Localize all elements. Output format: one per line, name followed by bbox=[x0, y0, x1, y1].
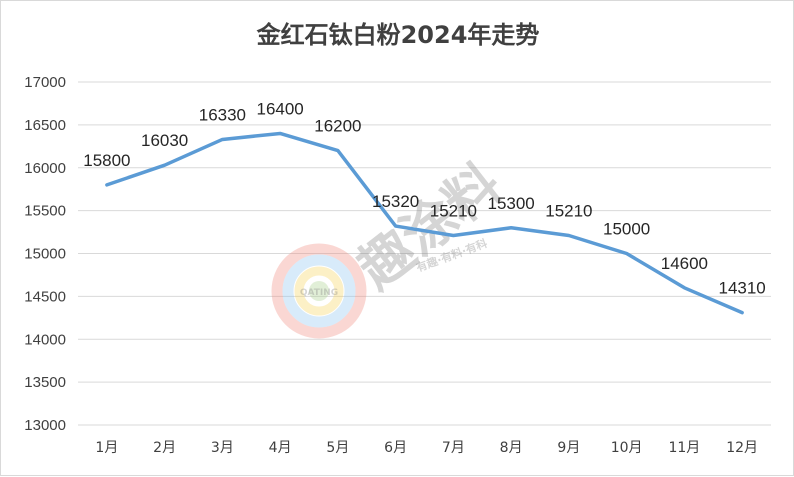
x-tick-label: 8月 bbox=[500, 440, 523, 456]
data-label: 15000 bbox=[603, 220, 650, 239]
y-tick-label: 16000 bbox=[24, 160, 66, 177]
x-tick-label: 7月 bbox=[442, 440, 465, 456]
data-labels: 15800 16030 16330 16400 16200 15320 15210 15300… bbox=[83, 99, 766, 297]
x-tick-label: 2月 bbox=[153, 440, 176, 456]
y-tick-label: 14000 bbox=[24, 331, 66, 348]
y-tick-label: 17000 bbox=[24, 74, 66, 91]
x-tick-label: 12月 bbox=[726, 440, 758, 456]
coating-logo-icon: QATING bbox=[271, 243, 367, 339]
data-label: 15320 bbox=[372, 192, 419, 211]
y-tick-label: 13000 bbox=[24, 417, 66, 434]
y-tick-label: 15000 bbox=[24, 246, 66, 263]
x-tick-label: 5月 bbox=[326, 440, 349, 456]
x-tick-label: 10月 bbox=[611, 440, 643, 456]
data-label: 15210 bbox=[545, 201, 592, 220]
watermark: QATING 趣涂料 有趣·有料·有科 bbox=[271, 152, 513, 339]
y-tick-label: 15500 bbox=[24, 203, 66, 220]
watermark-badge: QATING bbox=[300, 288, 338, 298]
x-tick-label: 11月 bbox=[668, 440, 700, 456]
data-label: 16030 bbox=[141, 131, 188, 150]
data-label: 15800 bbox=[83, 151, 130, 170]
data-label: 16330 bbox=[199, 105, 246, 124]
x-axis-ticks: 1月 2月 3月 4月 5月 6月 7月 8月 9月 10月 11月 12月 bbox=[95, 440, 758, 456]
series-line bbox=[105, 131, 744, 315]
x-tick-label: 9月 bbox=[557, 440, 580, 456]
y-axis-ticks: 13000 13500 14000 14500 15000 15500 16000 16500… bbox=[24, 74, 66, 434]
data-label: 14310 bbox=[718, 279, 765, 298]
watermark-main-text: 趣涂料 bbox=[346, 152, 512, 301]
data-label: 15210 bbox=[430, 201, 477, 220]
y-tick-label: 13500 bbox=[24, 374, 66, 391]
data-label: 14600 bbox=[661, 254, 708, 273]
x-tick-label: 4月 bbox=[269, 440, 292, 456]
data-label: 16200 bbox=[314, 117, 361, 136]
y-tick-label: 14500 bbox=[24, 288, 66, 305]
x-tick-label: 3月 bbox=[211, 440, 234, 456]
x-tick-label: 6月 bbox=[384, 440, 407, 456]
gridlines bbox=[78, 81, 771, 426]
chart-title: 金红石钛白粉2024年走势 bbox=[256, 21, 540, 49]
y-tick-label: 16500 bbox=[24, 117, 66, 134]
x-tick-label: 1月 bbox=[95, 440, 118, 456]
data-label: 15300 bbox=[487, 194, 534, 213]
data-label: 16400 bbox=[256, 99, 303, 118]
